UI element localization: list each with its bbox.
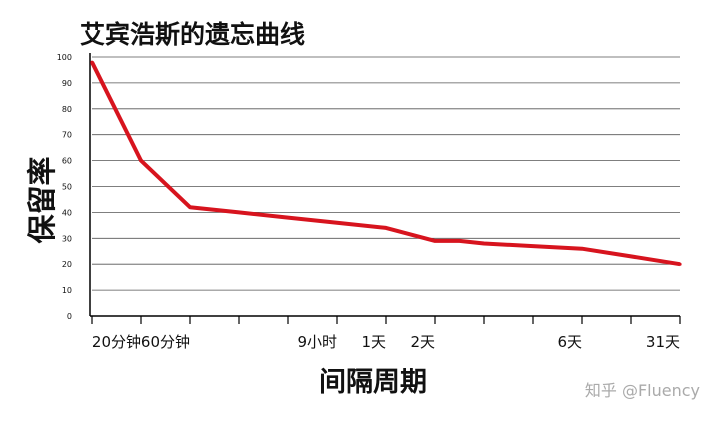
x-tick-label: 9小时 <box>297 333 337 351</box>
axes <box>89 53 680 317</box>
series-point <box>629 254 633 259</box>
series-layer <box>90 60 682 267</box>
series-point <box>335 221 339 225</box>
series-point <box>188 205 192 209</box>
series-point <box>139 159 143 163</box>
y-tick-label: 40 <box>62 208 72 217</box>
x-tick-label: 20分钟 <box>92 333 141 351</box>
series-point <box>580 247 584 251</box>
y-ticks: 0 10 20 30 40 50 60 70 80 90 100 <box>57 53 72 321</box>
series-point <box>384 226 388 230</box>
x-tick-label: 6天 <box>557 333 582 351</box>
series-point <box>237 210 241 214</box>
series-point <box>678 262 682 266</box>
series-point <box>433 239 437 243</box>
y-tick-label: 70 <box>62 131 72 140</box>
y-tick-label: 50 <box>62 183 72 192</box>
y-tick-label: 30 <box>62 234 72 243</box>
y-tick-label: 60 <box>62 157 72 166</box>
y-tick-label: 10 <box>62 286 72 295</box>
y-tick-label: 0 <box>67 312 72 321</box>
series-point <box>286 215 290 220</box>
y-tick-label: 90 <box>62 79 72 88</box>
series-line <box>90 61 681 267</box>
x-tick-label: 60分钟 <box>141 333 190 351</box>
series-point <box>457 239 462 243</box>
series-point <box>531 244 535 248</box>
y-tick-label: 80 <box>62 105 72 114</box>
x-tick-label: 2天 <box>410 333 435 351</box>
series-point <box>482 241 486 246</box>
x-tick-label: 1天 <box>361 333 386 351</box>
chart-title: 艾宾浩斯的遗忘曲线 <box>80 20 305 49</box>
y-tick-label: 20 <box>62 260 72 269</box>
x-ticks: 20分钟 60分钟 9小时 1天 2天 6天 31天 <box>91 316 681 351</box>
watermark: 知乎 @Fluency <box>585 381 700 400</box>
series-point <box>90 60 94 64</box>
x-axis-label: 间隔周期 <box>319 367 427 398</box>
y-axis-label: 保留率 <box>25 156 59 244</box>
grid-lines <box>92 56 680 291</box>
y-tick-label: 100 <box>57 53 72 62</box>
x-tick-label: 31天 <box>646 333 680 351</box>
